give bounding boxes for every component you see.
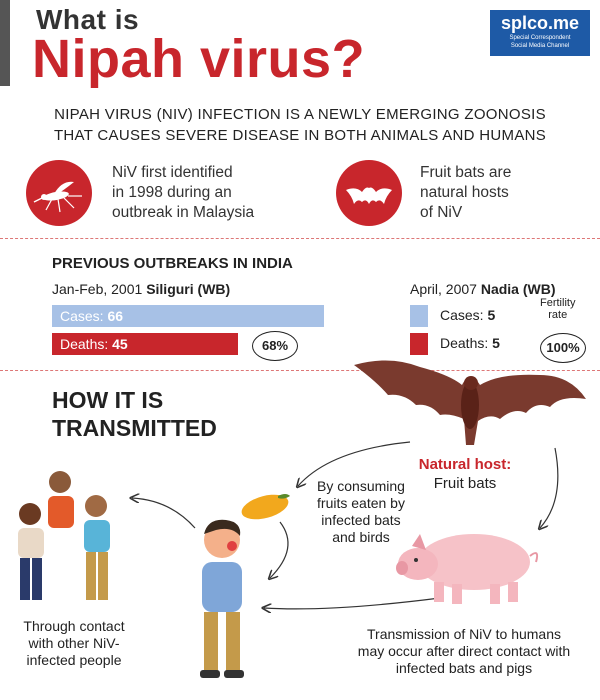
natural-host-heading: Natural host: xyxy=(418,456,512,473)
nadia-cases-value: 5 xyxy=(487,307,496,323)
fruit-caption-line-3: infected bats xyxy=(321,512,401,528)
intro-line-2: THAT CAUSES SEVERE DISEASE IN BOTH ANIMA… xyxy=(53,127,547,144)
nadia-deaths-legend-swatch xyxy=(410,333,428,355)
nadia-deaths-value: 5 xyxy=(492,335,500,351)
nadia-place: Nadia (WB) xyxy=(480,281,556,297)
fact-bats-line-2: natural hosts xyxy=(420,184,509,201)
siliguri-place: Siliguri (WB) xyxy=(146,281,231,297)
logo-subtitle-1: Special Correspondent xyxy=(509,35,571,41)
mosquito-icon xyxy=(26,160,92,226)
siliguri-heading: Jan-Feb, 2001 Siliguri (WB) xyxy=(52,281,230,297)
nadia-rate-bubble: 100% xyxy=(540,333,586,363)
contact-transmission-caption: Through contact with other NiV- infected… xyxy=(4,618,144,669)
bat-icon xyxy=(336,160,402,226)
siliguri-rate-bubble: 68% xyxy=(252,331,298,361)
transmission-title: HOW IT IS TRANSMITTED xyxy=(52,386,217,442)
fact-bats-line-1: Fruit bats are xyxy=(420,164,512,181)
direct-caption-line-2: may occur after direct contact with xyxy=(357,643,571,659)
page-title: Nipah virus? xyxy=(32,29,366,89)
mango-illustration xyxy=(241,494,290,520)
fertility-rate-label-1: Fertility xyxy=(540,297,576,309)
natural-host-value: Fruit bats xyxy=(433,475,497,492)
nadia-cases: Cases: 5 xyxy=(440,307,495,323)
contact-caption-line-2: with other NiV- xyxy=(28,635,120,651)
header-accent-bar xyxy=(0,0,10,86)
intro-line-1: NIPAH VIRUS (NIV) INFECTION IS A NEWLY E… xyxy=(54,106,546,123)
siliguri-cases-bar: Cases: 66 xyxy=(52,305,324,327)
title-prefix: What is xyxy=(36,4,140,35)
outbreaks-title: PREVIOUS OUTBREAKS IN INDIA xyxy=(52,255,293,272)
fruit-bat-illustration xyxy=(354,360,586,445)
siliguri-date: Jan-Feb, 2001 xyxy=(52,281,143,297)
people-group-illustration xyxy=(18,471,110,600)
natural-host-label: Natural host: Fruit bats xyxy=(412,455,518,493)
siliguri-cases-label: Cases: xyxy=(60,308,104,324)
logo-subtitle-2: Social Media Channel xyxy=(510,43,570,49)
fact-malaysia: NiV first identified in 1998 during an o… xyxy=(112,163,254,223)
logo-text: splco.me xyxy=(500,13,580,33)
siliguri-cases-value: 66 xyxy=(107,308,124,324)
direct-caption-line-1: Transmission of NiV to humans xyxy=(367,626,561,642)
siliguri-deaths-value: 45 xyxy=(112,336,128,352)
contact-caption-line-1: Through contact xyxy=(23,618,125,634)
fact-malaysia-line-2: in 1998 during an xyxy=(112,184,232,201)
nadia-deaths: Deaths: 5 xyxy=(440,335,500,351)
pig-illustration xyxy=(396,534,539,604)
fruit-caption-line-4: and birds xyxy=(332,529,390,545)
fruit-transmission-caption: By consuming fruits eaten by infected ba… xyxy=(296,478,426,546)
splco-logo[interactable]: splco.me Special Correspondent Social Me… xyxy=(490,10,590,56)
sick-man-illustration xyxy=(200,519,244,678)
fact-fruit-bats: Fruit bats are natural hosts of NiV xyxy=(420,163,511,223)
nadia-cases-legend-swatch xyxy=(410,305,428,327)
fruit-caption-line-2: fruits eaten by xyxy=(317,495,405,511)
direct-caption-line-3: infected bats and pigs xyxy=(395,660,533,676)
nadia-cases-label: Cases: xyxy=(440,307,484,323)
divider xyxy=(0,370,600,371)
direct-contact-caption: Transmission of NiV to humans may occur … xyxy=(344,626,584,677)
fruit-caption-line-1: By consuming xyxy=(317,478,405,494)
transmission-title-line-1: HOW IT IS xyxy=(52,387,164,413)
fertility-rate-label: Fertility rate xyxy=(540,297,575,321)
fact-malaysia-line-3: outbreak in Malaysia xyxy=(112,204,255,221)
nadia-heading: April, 2007 Nadia (WB) xyxy=(410,281,556,297)
fact-malaysia-line-1: NiV first identified xyxy=(112,164,233,181)
divider xyxy=(0,238,600,239)
contact-caption-line-3: infected people xyxy=(26,652,122,668)
nadia-date: April, 2007 xyxy=(410,281,477,297)
nadia-deaths-label: Deaths: xyxy=(440,335,489,351)
transmission-title-line-2: TRANSMITTED xyxy=(52,415,217,441)
siliguri-deaths-bar: Deaths: 45 xyxy=(52,333,238,355)
intro-text: NIPAH VIRUS (NIV) INFECTION IS A NEWLY E… xyxy=(30,104,570,146)
siliguri-deaths-label: Deaths: xyxy=(60,336,109,352)
fertility-rate-label-2: rate xyxy=(548,309,568,321)
fact-bats-line-3: of NiV xyxy=(420,204,463,221)
